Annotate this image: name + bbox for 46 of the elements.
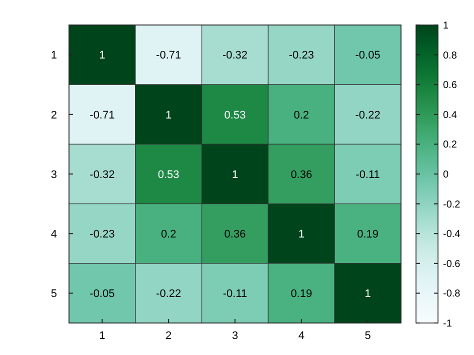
color-bar-label: -0.8 [443,288,461,300]
data-label: -0.05 [90,288,115,300]
data-label: 0.53 [224,109,246,122]
data-label: 0.36 [224,228,246,240]
color-bar-label: 0.8 [443,50,458,62]
x-tick-label: 3 [232,330,238,342]
color-bar-label: -0.2 [443,199,461,210]
data-label: -0.32 [90,168,115,181]
data-label: -0.11 [222,288,248,300]
color-bar-label: 1 [443,20,449,32]
data-label: 0.36 [290,168,312,181]
color-bar-label: -1 [443,318,452,330]
color-bar-label: 0.4 [443,110,458,121]
y-tick-label: 1 [50,50,57,62]
y-tick-label: 5 [50,288,57,300]
y-tick-label: 4 [50,228,57,240]
data-label: -0.22 [355,109,380,122]
color-bar-label: -0.6 [443,258,461,270]
data-label: 0.53 [158,168,180,181]
data-label: 0.19 [357,228,379,240]
data-label: 1 [298,228,304,240]
data-label: 0.2 [294,109,310,122]
y-tick-label: 3 [50,168,57,181]
data-label: -0.23 [90,228,115,240]
data-label: -0.23 [288,50,314,62]
x-tick-label: 5 [364,330,371,342]
data-label: -0.71 [90,109,115,122]
x-tick-label: 4 [298,330,304,342]
color-bar-label: 0.2 [443,140,458,151]
y-tick-label: 2 [50,109,57,122]
data-label: 1 [99,50,106,62]
color-bar-label: 0 [443,170,449,180]
color-bar-label: -0.4 [443,229,461,240]
data-label: 0.2 [160,228,176,240]
data-label: -0.22 [156,288,182,300]
data-label: -0.32 [222,50,248,62]
x-tick-label: 1 [99,330,106,342]
data-label: -0.11 [356,168,380,181]
data-label: 1 [232,168,238,181]
data-label: -0.71 [156,50,182,62]
color-bar-label: 0.6 [443,80,458,92]
data-label: 0.19 [290,288,312,300]
data-label: 1 [166,109,172,122]
x-tick-label: 2 [166,330,172,342]
data-label: -0.05 [355,50,380,62]
data-label: 1 [364,288,371,300]
